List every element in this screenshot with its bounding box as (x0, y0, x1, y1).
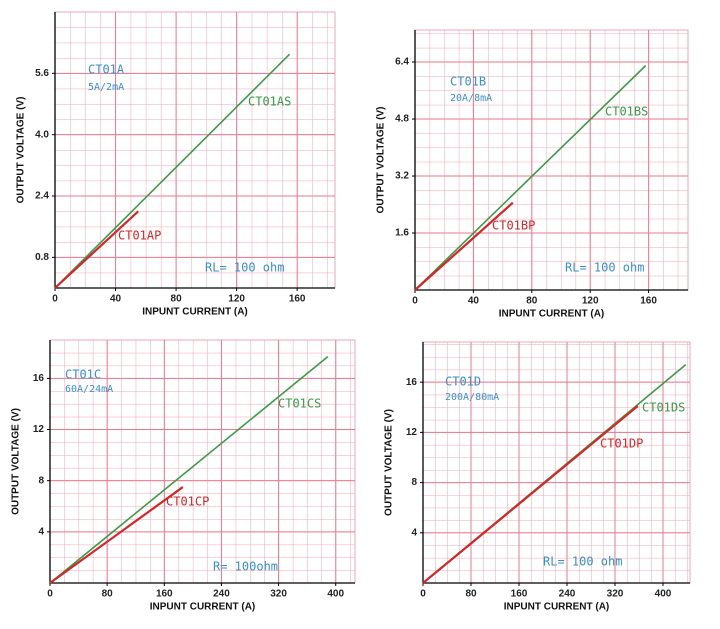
annotation: 5A/2mA (88, 82, 124, 93)
y-axis-title: OUTPUT VOLTAGE (V) (11, 408, 22, 515)
series-line (49, 356, 329, 584)
x-tick-label: 120 (228, 294, 245, 305)
x-tick-label: 160 (511, 589, 528, 600)
x-tick-label: 0 (47, 589, 53, 600)
x-tick-label: 40 (468, 296, 480, 307)
y-tick-label: 2.4 (35, 191, 49, 202)
x-tick-label: 400 (655, 589, 672, 600)
annotation: CT01D (445, 375, 481, 389)
y-axis-title: OUTPUT VOLTAGE (V) (16, 97, 27, 204)
y-tick-label: 8 (411, 477, 417, 488)
x-tick-label: 320 (607, 589, 624, 600)
x-tick-label: 40 (110, 294, 122, 305)
annotation: RL= 100 ohm (205, 261, 284, 275)
x-tick-label: 80 (526, 296, 538, 307)
x-tick-label: 400 (327, 589, 344, 600)
y-tick-label: 12 (406, 427, 418, 438)
x-tick-label: 80 (171, 294, 183, 305)
annotation: RL= 100 ohm (565, 261, 644, 275)
x-tick-label: 240 (213, 589, 230, 600)
y-tick-label: 3.2 (395, 171, 409, 182)
series-line (49, 486, 184, 584)
x-tick-label: 0 (52, 294, 58, 305)
y-tick-label: 4 (38, 526, 44, 537)
annotation: CT01A (88, 63, 125, 77)
x-tick-label: 0 (420, 589, 426, 600)
y-tick-label: 4.8 (395, 114, 409, 125)
y-axis-title: OUTPUT VOLTAGE (V) (376, 107, 387, 214)
series-line (54, 210, 139, 289)
series-label: CT01BS (605, 105, 648, 119)
x-axis-title: INPUNT CURRENT (A) (142, 307, 248, 318)
series-label: CT01BP (492, 219, 535, 233)
y-tick-label: 5.6 (35, 68, 49, 79)
annotation: CT01B (450, 75, 486, 89)
annotation: 200A/80mA (445, 392, 499, 403)
x-tick-label: 160 (289, 294, 306, 305)
x-axis-title: INPUNT CURRENT (A) (504, 602, 610, 613)
series-line (414, 201, 514, 291)
y-tick-label: 12 (33, 424, 45, 435)
series-label: CT01AS (248, 95, 291, 109)
y-tick-label: 1.6 (395, 228, 409, 239)
x-tick-label: 80 (465, 589, 477, 600)
x-tick-label: 320 (270, 589, 287, 600)
series-label: CT01CP (166, 495, 209, 509)
y-tick-label: 4.0 (35, 129, 49, 140)
y-axis-title: OUTPUT VOLTAGE (V) (384, 409, 395, 516)
y-tick-label: 16 (406, 377, 418, 388)
annotation: CT01C (65, 368, 101, 382)
y-tick-label: 0.8 (35, 252, 49, 263)
annotation: R= 100ohm (213, 560, 278, 574)
y-tick-label: 4 (411, 527, 417, 538)
x-tick-label: 160 (640, 296, 657, 307)
series-label: CT01AP (118, 229, 161, 243)
annotation: RL= 100 ohm (543, 555, 622, 569)
x-tick-label: 0 (412, 296, 418, 307)
series-line (54, 53, 291, 289)
x-tick-label: 160 (156, 589, 173, 600)
x-axis-title: INPUNT CURRENT (A) (499, 309, 605, 320)
x-tick-label: 120 (582, 296, 599, 307)
annotation: 60A/24mA (65, 384, 113, 395)
series-label: CT01CS (278, 397, 321, 411)
y-tick-label: 16 (33, 373, 45, 384)
series-line (422, 405, 639, 584)
y-tick-label: 6.4 (395, 57, 409, 68)
series-line (414, 65, 647, 291)
series-label: CT01DS (642, 401, 685, 415)
annotation: 20A/8mA (450, 93, 492, 104)
x-tick-label: 240 (559, 589, 576, 600)
y-tick-label: 8 (38, 475, 44, 486)
x-axis-title: INPUNT CURRENT (A) (150, 602, 256, 613)
x-tick-label: 80 (102, 589, 114, 600)
series-label: CT01DP (600, 437, 643, 451)
